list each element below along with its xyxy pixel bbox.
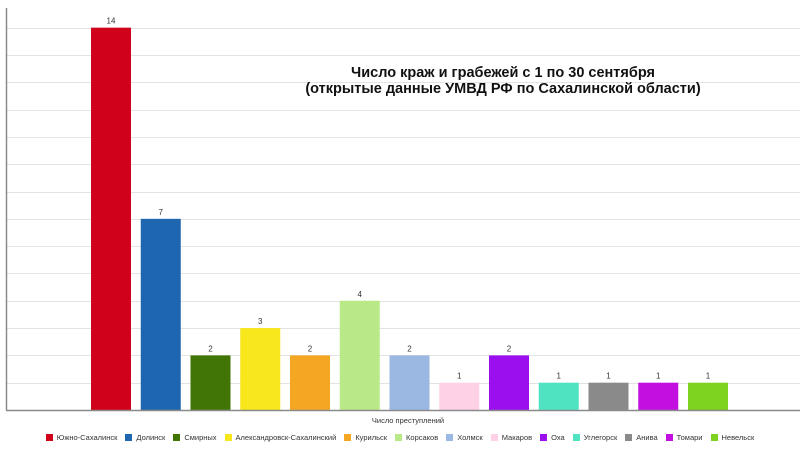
legend-label: Александровск-Сахалинский xyxy=(235,433,337,442)
gridlines xyxy=(6,28,800,384)
data-label: 2 xyxy=(507,344,512,353)
bar[interactable] xyxy=(290,355,330,410)
legend-item[interactable]: Макаров xyxy=(490,433,533,442)
legend-swatch xyxy=(395,434,403,441)
data-label: 1 xyxy=(606,372,611,381)
data-label: 4 xyxy=(358,290,363,299)
legend-label: Невельск xyxy=(721,433,755,442)
data-label: 14 xyxy=(107,17,116,26)
value-labels: 14 7 2 3 2 4 2 1 2 1 1 1 1 xyxy=(107,17,711,381)
data-label: 2 xyxy=(407,344,412,353)
legend-label: Углегорск xyxy=(583,433,618,442)
data-label: 1 xyxy=(457,372,462,381)
legend-swatch xyxy=(173,434,181,441)
bar[interactable] xyxy=(389,355,430,410)
bar[interactable] xyxy=(638,382,679,410)
data-label: 1 xyxy=(656,372,661,381)
legend-item[interactable]: Южно-Сахалинск xyxy=(45,433,118,442)
legend-swatch xyxy=(446,434,454,441)
chart-title-line-2: (открытые данные УМВД РФ по Сахалинской … xyxy=(305,81,700,97)
bar[interactable] xyxy=(91,27,131,410)
legend-label: Анива xyxy=(636,433,658,442)
legend-swatch xyxy=(125,434,133,441)
chart-title-line-1: Число краж и грабежей с 1 по 30 сентября xyxy=(351,65,655,81)
legend-swatch xyxy=(45,434,53,441)
legend-item[interactable]: Невельск xyxy=(710,433,755,442)
bar[interactable] xyxy=(489,355,529,410)
bar[interactable] xyxy=(190,355,231,410)
legend-label: Оха xyxy=(551,433,565,442)
legend-item[interactable]: Оха xyxy=(540,433,565,442)
bar[interactable] xyxy=(688,382,728,410)
bar[interactable] xyxy=(588,382,629,410)
legend-item[interactable]: Холмск xyxy=(446,433,483,442)
data-label: 7 xyxy=(159,208,164,217)
bar[interactable] xyxy=(439,382,480,410)
legend: Южно-Сахалинск Долинск Смирных Александровс… xyxy=(0,433,800,442)
bar[interactable] xyxy=(339,300,380,410)
bar[interactable] xyxy=(140,218,181,410)
legend-label: Южно-Сахалинск xyxy=(56,433,118,442)
legend-item[interactable]: Курильск xyxy=(344,433,387,442)
legend-swatch xyxy=(665,434,673,441)
data-label: 2 xyxy=(208,344,213,353)
legend-swatch xyxy=(625,434,633,441)
data-label: 1 xyxy=(706,372,711,381)
data-label: 3 xyxy=(258,317,263,326)
legend-swatch xyxy=(224,434,232,441)
legend-item[interactable]: Анива xyxy=(625,433,658,442)
legend-item[interactable]: Долинск xyxy=(125,433,165,442)
legend-swatch xyxy=(344,434,352,441)
bars xyxy=(91,27,728,410)
data-label: 1 xyxy=(557,372,562,381)
legend-item[interactable]: Томари xyxy=(665,433,703,442)
legend-label: Корсаков xyxy=(406,433,439,442)
legend-swatch xyxy=(540,434,548,441)
legend-swatch xyxy=(710,434,718,441)
legend-item[interactable]: Александровск-Сахалинский xyxy=(224,433,337,442)
legend-label: Долинск xyxy=(136,433,166,442)
legend-item[interactable]: Углегорск xyxy=(572,433,618,442)
legend-label: Томари xyxy=(676,433,703,442)
bar[interactable] xyxy=(538,382,579,410)
legend-swatch xyxy=(490,434,498,441)
data-label: 2 xyxy=(308,344,313,353)
legend-item[interactable]: Корсаков xyxy=(395,433,438,442)
bar[interactable] xyxy=(240,328,281,410)
legend-label: Смирных xyxy=(184,433,217,442)
legend-label: Холмск xyxy=(457,433,483,442)
x-axis-label: Число преступлений xyxy=(372,416,444,425)
legend-swatch xyxy=(572,434,580,441)
legend-item[interactable]: Смирных xyxy=(173,433,217,442)
legend-label: Макаров xyxy=(501,433,533,442)
legend-label: Курильск xyxy=(355,433,388,442)
